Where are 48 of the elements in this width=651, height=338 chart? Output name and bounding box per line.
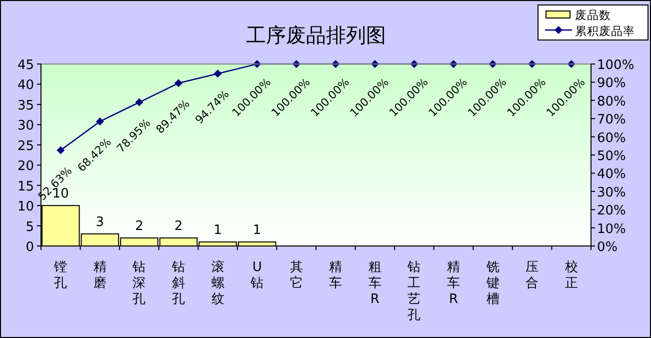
x-tick-label: 精车 <box>329 260 342 291</box>
chart-title: 工序废品排列图 <box>246 23 386 47</box>
y-tick-label: 30 <box>17 118 34 134</box>
x-tick-label: 钻工艺孔 <box>406 260 421 323</box>
x-tick-label: 钻深孔 <box>132 260 146 307</box>
y-tick-label: 5 <box>26 220 34 235</box>
y2-tick-label: 80% <box>597 94 626 110</box>
y2-tick-label: 30% <box>597 185 626 200</box>
y-tick-label: 10 <box>17 200 34 215</box>
x-tick-label: 精磨 <box>93 260 106 291</box>
data-label: 1 <box>252 222 262 238</box>
x-tick-label: 校正 <box>564 260 578 291</box>
x-tick-label: 滚螺纹 <box>211 260 224 307</box>
x-tick-label: 钻斜孔 <box>171 260 185 307</box>
y-tick-label: 0 <box>26 240 34 255</box>
point <box>135 98 144 106</box>
y-tick-label: 40 <box>17 78 34 94</box>
legend-label: 废品数 <box>575 8 611 22</box>
x-tick-label: 镗孔 <box>53 260 68 291</box>
x-tick-label: 精车R <box>447 260 460 307</box>
x-tick-label: 铣键槽 <box>485 260 500 307</box>
y2-tick-label: 90% <box>597 76 626 92</box>
y2-tick-label: 60% <box>597 130 626 146</box>
y2-tick-label: 50% <box>597 149 626 164</box>
y-tick-label: 20 <box>17 159 34 174</box>
point <box>174 79 182 88</box>
y2-tick-label: 10% <box>597 222 626 237</box>
data-label: 2 <box>135 218 144 234</box>
y-tick-label: 25 <box>17 138 34 154</box>
point <box>56 146 65 154</box>
data-label: 1 <box>214 222 222 238</box>
x-tick-label: U钻 <box>250 260 264 291</box>
legend-label: 累积废品率 <box>575 24 635 38</box>
y2-tick-label: 0% <box>597 240 618 255</box>
data-label: 2 <box>174 218 183 234</box>
y2-tick-label: 70% <box>597 112 626 128</box>
y-tick-label: 15 <box>17 179 34 194</box>
point <box>214 70 222 78</box>
x-tick-label: 压合 <box>526 260 539 291</box>
y-tick-label: 35 <box>17 98 34 114</box>
data-label: 3 <box>96 214 104 230</box>
x-tick-label: 其它 <box>290 260 303 291</box>
y2-tick-label: 20% <box>597 204 626 219</box>
x-tick-label: 粗车R <box>368 260 382 307</box>
y2-tick-label: 40% <box>597 167 626 182</box>
point <box>96 117 104 126</box>
y2-tick-label: 100% <box>597 58 634 73</box>
y-tick-label: 45 <box>17 58 34 73</box>
